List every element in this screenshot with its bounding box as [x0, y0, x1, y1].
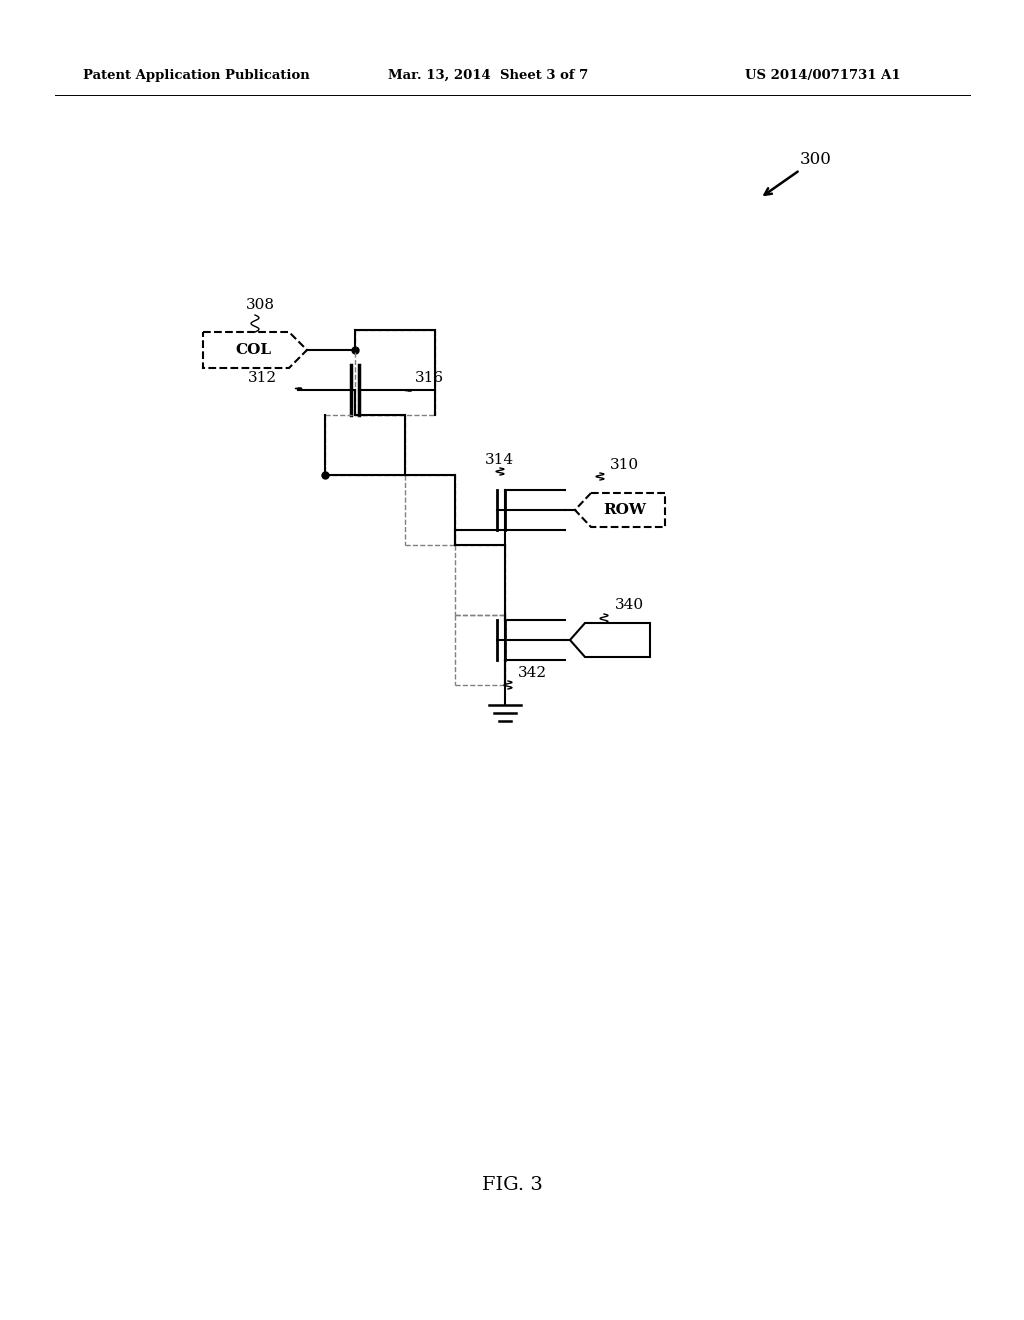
Text: 314: 314: [485, 453, 514, 467]
Text: 312: 312: [248, 371, 278, 385]
Text: ROW: ROW: [603, 503, 646, 517]
Text: 316: 316: [415, 371, 444, 385]
Text: FIG. 3: FIG. 3: [481, 1176, 543, 1195]
Text: 308: 308: [246, 298, 275, 312]
Text: Patent Application Publication: Patent Application Publication: [83, 69, 309, 82]
Text: 300: 300: [800, 152, 831, 169]
Text: 310: 310: [610, 458, 639, 473]
Text: 340: 340: [615, 598, 644, 612]
Text: 342: 342: [518, 667, 547, 680]
Text: Mar. 13, 2014  Sheet 3 of 7: Mar. 13, 2014 Sheet 3 of 7: [388, 69, 588, 82]
Text: COL: COL: [234, 343, 271, 356]
Text: US 2014/0071731 A1: US 2014/0071731 A1: [745, 69, 901, 82]
